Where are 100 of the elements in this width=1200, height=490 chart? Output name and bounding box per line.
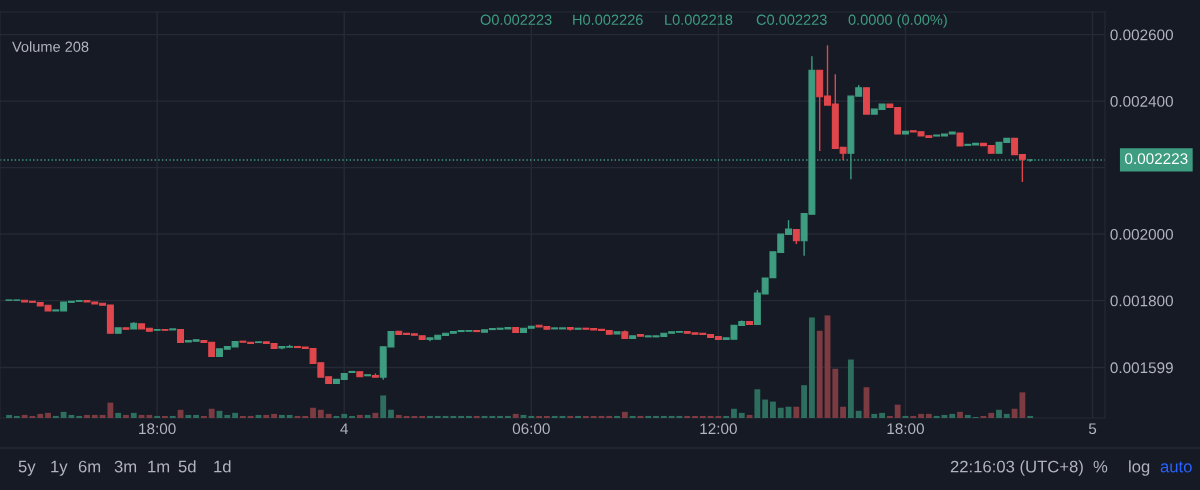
bar bbox=[964, 414, 971, 418]
x-tick-label: 12:00 bbox=[700, 423, 737, 435]
bar bbox=[980, 415, 987, 418]
bar bbox=[458, 415, 465, 418]
y-tick-label: 0.002600 bbox=[1110, 29, 1173, 41]
bar bbox=[840, 406, 847, 418]
bar bbox=[162, 415, 168, 418]
bar bbox=[645, 415, 652, 418]
bar bbox=[847, 359, 854, 418]
text: 1m bbox=[148, 460, 170, 473]
bar bbox=[489, 415, 496, 418]
bar bbox=[536, 415, 543, 418]
bar bbox=[356, 414, 363, 418]
bar bbox=[738, 412, 745, 418]
bar bbox=[988, 412, 995, 418]
bar bbox=[130, 412, 137, 418]
bar bbox=[754, 389, 761, 418]
bar bbox=[801, 385, 808, 418]
bar bbox=[910, 415, 917, 418]
bar bbox=[239, 415, 246, 418]
bar bbox=[684, 415, 691, 418]
bar bbox=[949, 413, 956, 418]
bar bbox=[380, 395, 387, 418]
x-tick-label: 5 bbox=[1088, 423, 1097, 435]
bar bbox=[123, 414, 129, 418]
bar bbox=[45, 412, 51, 418]
x-tick-label: 18:00 bbox=[887, 423, 924, 435]
bar bbox=[21, 414, 28, 418]
bar bbox=[1027, 415, 1034, 418]
bar bbox=[310, 407, 316, 418]
bar bbox=[699, 415, 706, 418]
bar bbox=[37, 413, 44, 418]
bar bbox=[731, 408, 737, 418]
bar bbox=[450, 415, 457, 418]
bar bbox=[169, 415, 176, 418]
bar bbox=[543, 415, 550, 418]
text: 1y bbox=[51, 460, 68, 476]
bar bbox=[115, 412, 122, 418]
bar bbox=[1003, 413, 1010, 418]
bar bbox=[629, 415, 636, 418]
bar bbox=[512, 413, 519, 418]
bar bbox=[349, 415, 355, 418]
bar bbox=[933, 415, 940, 418]
annotation: 0.0000 (0.00%) bbox=[848, 14, 947, 28]
bar bbox=[473, 415, 480, 418]
bar bbox=[247, 415, 254, 418]
y-tick-label: 0.001800 bbox=[1110, 295, 1173, 307]
bar bbox=[286, 414, 293, 418]
bar bbox=[925, 413, 932, 418]
text: 1d bbox=[214, 460, 231, 473]
bar bbox=[154, 415, 161, 418]
bar bbox=[855, 410, 862, 418]
bar bbox=[808, 317, 815, 418]
text: 3m bbox=[114, 460, 137, 473]
bar bbox=[185, 414, 192, 418]
bar bbox=[660, 415, 667, 418]
bar bbox=[777, 407, 784, 418]
annotation: O0.002223 bbox=[480, 14, 552, 25]
bar bbox=[200, 415, 207, 418]
bar bbox=[208, 408, 215, 418]
text: 22:16:03 (UTC+8) bbox=[950, 460, 1083, 476]
ref-line-label: 0.002223 bbox=[1125, 153, 1188, 165]
bar bbox=[271, 413, 277, 418]
y-tick-label: 0.002000 bbox=[1110, 228, 1173, 240]
text: log bbox=[1129, 460, 1150, 476]
bar bbox=[886, 415, 893, 418]
bar bbox=[263, 414, 270, 418]
bar bbox=[957, 411, 963, 418]
bar bbox=[13, 415, 20, 418]
bar bbox=[232, 412, 239, 418]
bar bbox=[364, 414, 371, 418]
bar bbox=[146, 414, 153, 418]
bar bbox=[762, 399, 769, 418]
text: 5d bbox=[178, 460, 196, 473]
bar bbox=[606, 415, 613, 418]
bar bbox=[653, 415, 659, 418]
bar bbox=[497, 415, 504, 418]
bar bbox=[504, 415, 511, 418]
x-tick-label: 06:00 bbox=[512, 423, 550, 435]
bar bbox=[528, 415, 535, 418]
bar bbox=[816, 330, 823, 418]
bar bbox=[567, 415, 574, 418]
bar bbox=[466, 415, 472, 418]
y-tick-label: 0.001599 bbox=[1110, 362, 1173, 374]
bar bbox=[832, 368, 839, 418]
bar bbox=[918, 413, 924, 418]
bar bbox=[427, 415, 433, 418]
annotation: C0.002223 bbox=[756, 14, 827, 25]
text: 6m bbox=[78, 460, 101, 473]
bar bbox=[879, 412, 885, 418]
bar bbox=[621, 411, 628, 418]
annotation: Volume 208 bbox=[12, 41, 89, 52]
bar bbox=[278, 414, 285, 418]
bar bbox=[575, 415, 581, 418]
bar bbox=[793, 406, 800, 418]
bar bbox=[590, 415, 597, 418]
text: auto bbox=[1160, 461, 1192, 473]
bar bbox=[388, 409, 394, 418]
bar bbox=[551, 415, 558, 418]
bar bbox=[302, 415, 309, 418]
